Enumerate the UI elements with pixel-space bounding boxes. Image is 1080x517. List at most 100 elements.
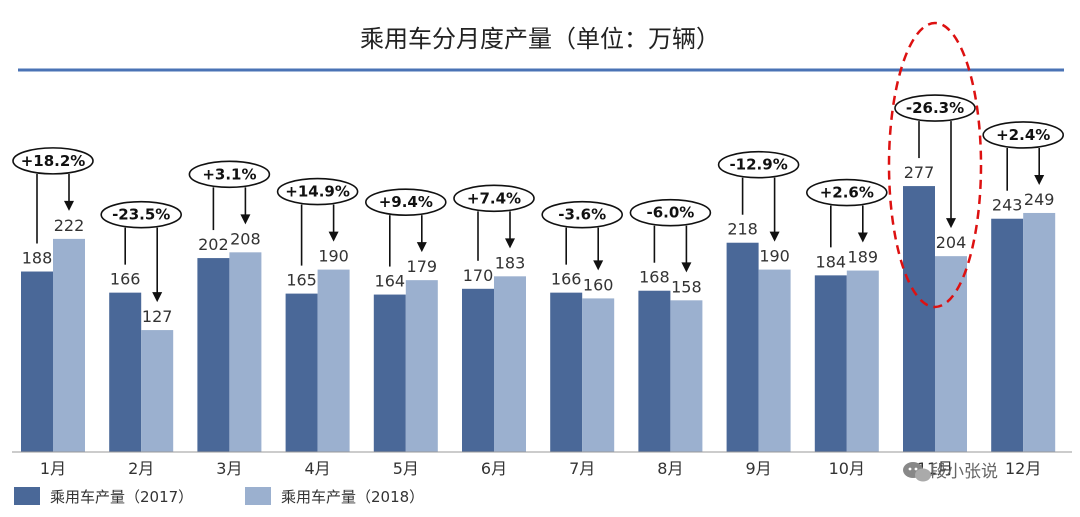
legend: 乘用车产量（2017） 乘用车产量（2018） <box>14 487 424 506</box>
data-label-2018: 190 <box>318 247 349 266</box>
bar-2018 <box>53 238 85 452</box>
x-tick-label: 9月 <box>746 459 772 478</box>
change-arrow-head <box>64 200 74 211</box>
change-bubble <box>188 160 271 189</box>
change-arrow-head <box>769 231 780 242</box>
bar-2018 <box>317 269 350 452</box>
change-bubble <box>805 178 888 207</box>
change-bubble <box>982 121 1065 149</box>
change-arrow-head <box>857 232 868 243</box>
x-tick-label: 3月 <box>216 459 242 478</box>
bar-2018 <box>494 276 526 452</box>
change-bubble <box>100 200 182 229</box>
bar-2017 <box>21 271 53 452</box>
change-label: +2.4% <box>996 126 1050 144</box>
change-bubble <box>12 147 94 175</box>
bar-2018 <box>1023 212 1056 452</box>
chart-title: 乘用车分月度产量（单位：万辆） <box>360 25 720 53</box>
change-bubble <box>629 198 712 227</box>
data-label-2018: 208 <box>230 229 261 248</box>
data-label-2017: 165 <box>286 271 317 290</box>
data-label-2018: 160 <box>583 275 614 294</box>
x-tick-label: 7月 <box>569 459 595 478</box>
change-bubble <box>541 200 624 229</box>
change-label: -3.6% <box>558 206 606 224</box>
bar-2017 <box>550 292 583 452</box>
data-label-2017: 184 <box>816 252 847 271</box>
bar-2018 <box>405 280 438 452</box>
x-tick-label: 10月 <box>829 459 865 478</box>
change-arrow-head <box>946 218 956 229</box>
bar-2017 <box>726 242 759 452</box>
x-tick-label: 1月 <box>40 459 66 478</box>
wechat-icon <box>903 462 931 482</box>
change-label: -23.5% <box>112 206 170 224</box>
bar-2018 <box>846 270 879 452</box>
change-arrow-head <box>328 231 339 242</box>
data-label-2017: 218 <box>727 220 758 239</box>
change-label: -26.3% <box>906 99 964 117</box>
legend-swatch-2018 <box>245 487 271 505</box>
watermark: 段小张说 <box>903 462 998 482</box>
data-label-2017: 168 <box>639 268 670 287</box>
change-arrow-head <box>681 262 692 273</box>
data-label-2017: 243 <box>992 196 1023 215</box>
change-label: +9.4% <box>379 193 433 211</box>
data-label-2018: 179 <box>407 257 438 276</box>
change-label: +7.4% <box>467 189 521 207</box>
change-bubble <box>453 184 535 213</box>
change-bubble <box>894 94 976 122</box>
bar-2017 <box>373 294 406 452</box>
watermark-text: 段小张说 <box>930 462 998 482</box>
data-label-2018: 249 <box>1024 190 1055 209</box>
change-label: +18.2% <box>21 152 86 170</box>
data-label-2017: 170 <box>463 266 494 285</box>
bar-2018 <box>670 300 703 452</box>
change-label: +3.1% <box>202 165 256 183</box>
data-label-2017: 166 <box>551 270 582 289</box>
data-label-2017: 188 <box>22 249 53 268</box>
legend-label-2018: 乘用车产量（2018） <box>281 488 424 506</box>
change-arrow-head <box>1034 174 1045 185</box>
x-tick-label: 2月 <box>128 459 154 478</box>
data-label-2018: 158 <box>671 277 702 296</box>
x-tick-label: 12月 <box>1005 459 1041 478</box>
data-label-2017: 164 <box>375 272 406 291</box>
change-bubble <box>276 177 359 206</box>
change-arrow-head <box>240 214 251 225</box>
bar-2018 <box>758 269 791 452</box>
bar-2017 <box>197 258 230 452</box>
change-arrow-head <box>152 292 163 303</box>
data-label-2018: 183 <box>495 253 526 272</box>
bar-2017 <box>462 288 494 452</box>
data-label-2017: 277 <box>904 163 935 182</box>
bar-2017 <box>638 290 671 452</box>
data-label-2018: 204 <box>936 233 967 252</box>
x-tick-label: 8月 <box>657 459 683 478</box>
bar-2017 <box>109 292 142 452</box>
change-label: -6.0% <box>646 204 694 222</box>
change-label: +2.6% <box>820 184 874 202</box>
x-tick-label: 5月 <box>393 459 419 478</box>
bar-2018 <box>229 252 262 452</box>
legend-swatch-2017 <box>14 487 40 505</box>
change-label: -12.9% <box>729 156 787 174</box>
data-label-2018: 190 <box>759 247 790 266</box>
data-label-2017: 202 <box>198 235 229 254</box>
change-arrow-head <box>505 238 515 249</box>
change-arrow-head <box>416 242 427 253</box>
bar-2017 <box>814 275 847 452</box>
legend-label-2017: 乘用车产量（2017） <box>50 488 193 506</box>
data-label-2018: 222 <box>54 216 85 235</box>
bar-2018 <box>141 330 174 452</box>
bar-2017 <box>285 293 318 452</box>
change-arrow-head <box>593 260 604 271</box>
change-label: +14.9% <box>285 183 350 201</box>
data-label-2018: 127 <box>142 307 173 326</box>
bar-2017 <box>903 186 935 452</box>
highlight-ring <box>887 21 983 309</box>
data-label-2017: 166 <box>110 270 141 289</box>
data-label-2018: 189 <box>848 248 879 267</box>
